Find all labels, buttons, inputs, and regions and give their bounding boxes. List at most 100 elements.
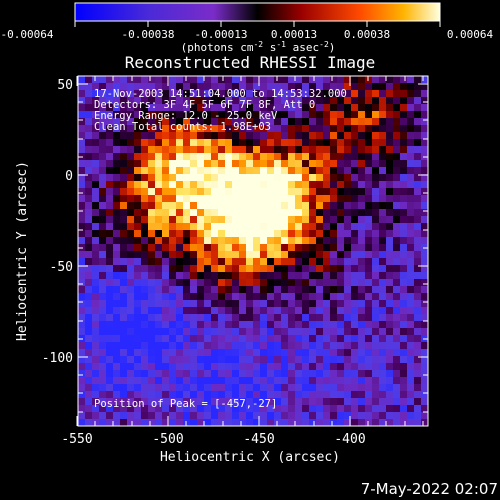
map-pixel bbox=[218, 230, 226, 238]
map-pixel bbox=[295, 349, 303, 357]
map-pixel bbox=[295, 237, 303, 245]
map-pixel bbox=[400, 216, 408, 224]
map-pixel bbox=[134, 335, 142, 343]
map-pixel bbox=[358, 335, 366, 343]
map-pixel bbox=[365, 342, 373, 350]
map-pixel bbox=[379, 146, 387, 154]
map-pixel bbox=[239, 258, 247, 266]
map-pixel bbox=[99, 167, 107, 175]
map-pixel bbox=[365, 118, 373, 126]
map-pixel bbox=[267, 167, 275, 175]
map-pixel bbox=[288, 139, 296, 147]
map-pixel bbox=[260, 104, 268, 112]
map-pixel bbox=[99, 111, 107, 119]
map-pixel bbox=[253, 181, 261, 189]
map-pixel bbox=[365, 335, 373, 343]
map-pixel bbox=[386, 286, 394, 294]
map-pixel bbox=[344, 76, 352, 84]
map-pixel bbox=[183, 335, 191, 343]
map-pixel bbox=[134, 209, 142, 217]
map-pixel bbox=[323, 167, 331, 175]
map-pixel bbox=[281, 398, 289, 406]
map-pixel bbox=[106, 258, 114, 266]
map-pixel bbox=[134, 314, 142, 322]
map-pixel bbox=[407, 146, 415, 154]
map-pixel bbox=[344, 111, 352, 119]
map-pixel bbox=[190, 335, 198, 343]
map-pixel bbox=[337, 265, 345, 273]
map-pixel bbox=[358, 195, 366, 203]
map-pixel bbox=[176, 195, 184, 203]
map-pixel bbox=[197, 104, 205, 112]
map-pixel bbox=[183, 286, 191, 294]
map-pixel bbox=[393, 160, 401, 168]
map-pixel bbox=[78, 118, 86, 126]
map-pixel bbox=[288, 209, 296, 217]
map-pixel bbox=[183, 118, 191, 126]
map-pixel bbox=[134, 384, 142, 392]
map-pixel bbox=[330, 321, 338, 329]
map-pixel bbox=[421, 139, 428, 147]
map-pixel bbox=[218, 265, 226, 273]
map-pixel bbox=[407, 314, 415, 322]
map-pixel bbox=[113, 125, 121, 133]
map-pixel bbox=[253, 174, 261, 182]
map-pixel bbox=[302, 286, 310, 294]
map-pixel bbox=[120, 97, 128, 105]
map-pixel bbox=[113, 237, 121, 245]
map-pixel bbox=[393, 384, 401, 392]
map-pixel bbox=[316, 405, 324, 413]
map-pixel bbox=[316, 363, 324, 371]
map-pixel bbox=[148, 258, 156, 266]
map-pixel bbox=[127, 272, 135, 280]
map-pixel bbox=[239, 265, 247, 273]
map-pixel bbox=[148, 293, 156, 301]
map-pixel bbox=[176, 342, 184, 350]
map-pixel bbox=[295, 405, 303, 413]
map-pixel bbox=[386, 146, 394, 154]
map-pixel bbox=[421, 132, 428, 140]
map-pixel bbox=[407, 97, 415, 105]
map-pixel bbox=[141, 419, 149, 426]
map-pixel bbox=[316, 153, 324, 161]
map-pixel bbox=[379, 370, 387, 378]
map-pixel bbox=[197, 111, 205, 119]
map-pixel bbox=[407, 160, 415, 168]
map-pixel bbox=[358, 216, 366, 224]
map-pixel bbox=[204, 405, 212, 413]
map-pixel bbox=[344, 230, 352, 238]
map-pixel bbox=[379, 251, 387, 259]
map-pixel bbox=[155, 237, 163, 245]
map-pixel bbox=[120, 328, 128, 336]
map-pixel bbox=[106, 342, 114, 350]
map-pixel bbox=[169, 104, 177, 112]
map-pixel bbox=[162, 391, 170, 399]
map-pixel bbox=[365, 398, 373, 406]
map-pixel bbox=[232, 300, 240, 308]
map-pixel bbox=[414, 272, 422, 280]
map-pixel bbox=[218, 405, 226, 413]
map-pixel bbox=[358, 342, 366, 350]
map-pixel bbox=[113, 279, 121, 287]
map-pixel bbox=[204, 230, 212, 238]
map-pixel bbox=[344, 251, 352, 259]
map-pixel bbox=[309, 335, 317, 343]
map-pixel bbox=[323, 258, 331, 266]
map-pixel bbox=[155, 90, 163, 98]
map-pixel bbox=[288, 384, 296, 392]
map-pixel bbox=[183, 174, 191, 182]
map-pixel bbox=[211, 230, 219, 238]
map-pixel bbox=[120, 321, 128, 329]
map-pixel bbox=[204, 146, 212, 154]
map-pixel bbox=[260, 363, 268, 371]
map-pixel bbox=[288, 356, 296, 364]
map-pixel bbox=[414, 132, 422, 140]
map-pixel bbox=[169, 230, 177, 238]
map-pixel bbox=[239, 398, 247, 406]
map-pixel bbox=[302, 202, 310, 210]
map-pixel bbox=[330, 251, 338, 259]
map-pixel bbox=[323, 111, 331, 119]
map-pixel bbox=[386, 307, 394, 315]
map-pixel bbox=[246, 293, 254, 301]
map-pixel bbox=[274, 314, 282, 322]
